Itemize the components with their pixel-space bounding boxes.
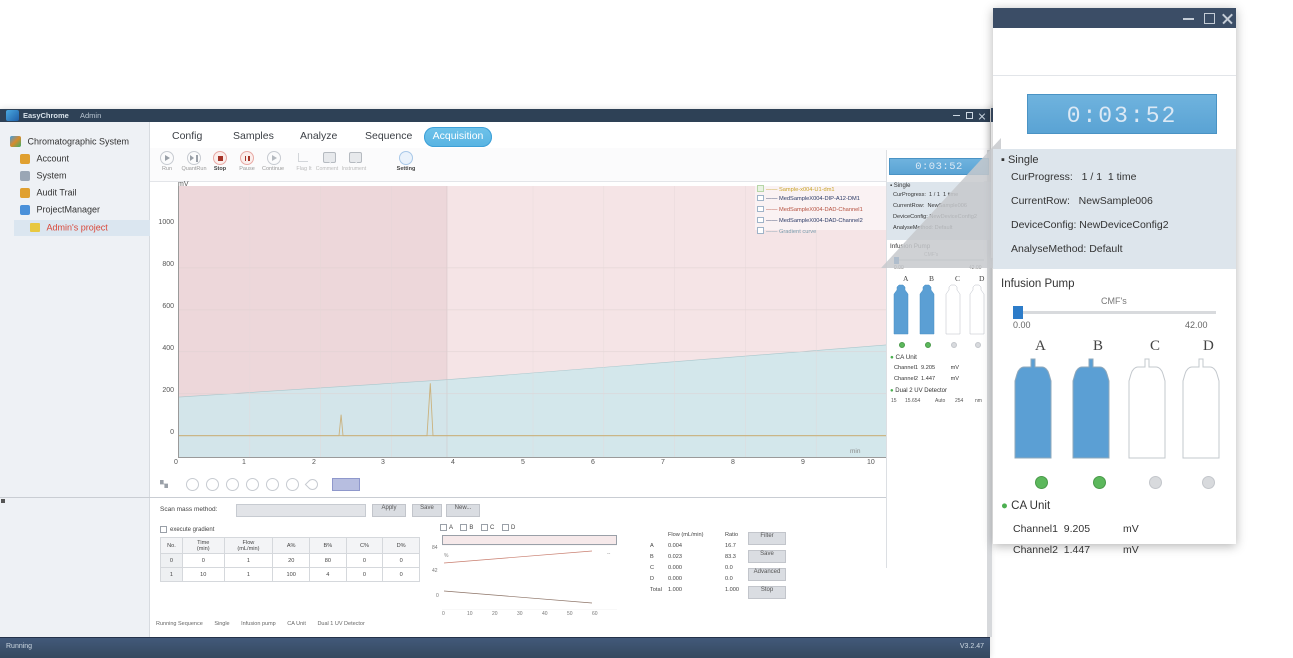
svg-text:%: %: [444, 553, 449, 559]
svg-text:--: --: [607, 551, 611, 557]
